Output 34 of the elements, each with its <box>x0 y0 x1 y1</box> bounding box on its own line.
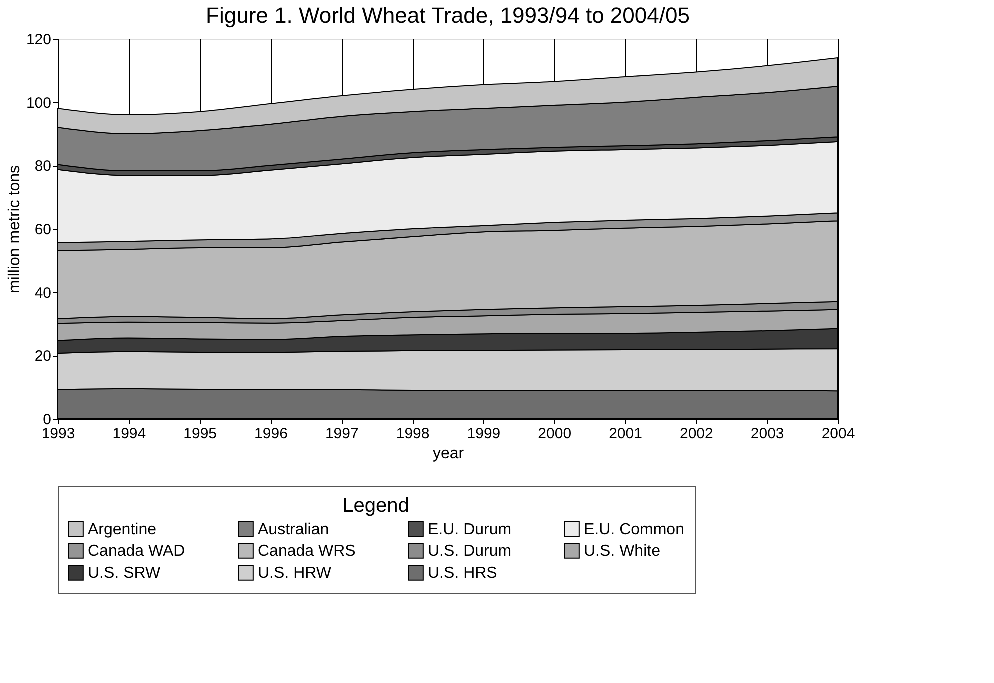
legend-label: U.S. White <box>584 543 661 560</box>
y-tick-label: 60 <box>34 222 52 238</box>
y-tick-label: 80 <box>34 158 52 176</box>
x-tick-label: 1995 <box>184 426 218 442</box>
x-tick-label: 1998 <box>396 426 430 442</box>
x-tick-label: 1994 <box>112 426 146 442</box>
y-tick-label: 120 <box>26 32 52 48</box>
legend-label: Australian <box>258 521 330 538</box>
y-tick-label: 20 <box>34 348 52 366</box>
legend-label: U.S. SRW <box>88 565 162 582</box>
legend-label: Canada WRS <box>258 543 356 560</box>
x-tick-label: 1996 <box>254 426 288 442</box>
chart-title: Figure 1. World Wheat Trade, 1993/94 to 2004/05 <box>206 3 690 28</box>
x-axis-title: year <box>432 446 465 462</box>
x-tick-label: 1997 <box>325 426 359 442</box>
y-tick-label: 40 <box>34 284 52 302</box>
legend-label: U.S. HRS <box>428 565 498 582</box>
x-tick-label: 2001 <box>609 426 642 442</box>
x-tick-label: 1993 <box>42 426 76 442</box>
x-tick-label: 1999 <box>467 426 501 442</box>
y-tick-label: 100 <box>26 94 52 112</box>
legend-label: Argentine <box>88 521 157 538</box>
x-tick-label: 2004 <box>822 426 856 442</box>
x-tick-label: 2000 <box>538 426 572 442</box>
x-tick-label: 2003 <box>750 426 784 442</box>
y-axis-title: million metric tons <box>6 165 24 294</box>
legend-label: U.S. HRW <box>258 565 332 582</box>
legend-label: E.U. Common <box>584 521 684 538</box>
legend-label: Canada WAD <box>88 543 186 560</box>
legend-label: U.S. Durum <box>428 543 512 560</box>
legend-title: Legend <box>342 495 410 517</box>
y-tick-label: 0 <box>43 412 52 428</box>
x-tick-label: 2002 <box>680 426 714 442</box>
legend-label: E.U. Durum <box>428 521 512 538</box>
